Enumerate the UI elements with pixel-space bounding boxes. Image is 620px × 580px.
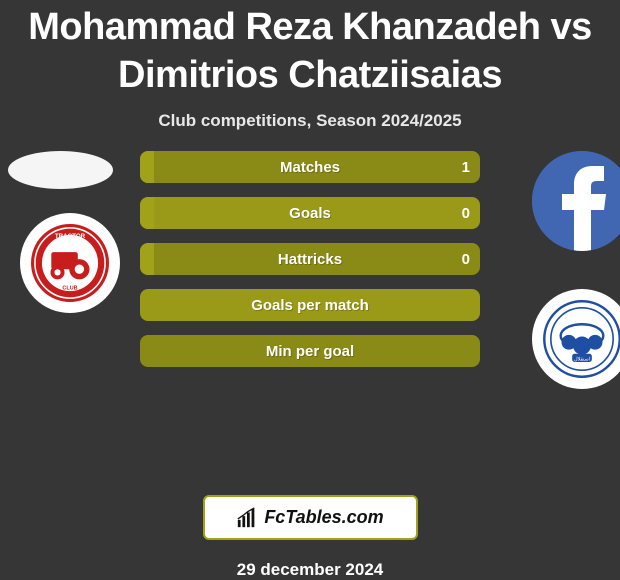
player-left-avatar	[8, 151, 113, 189]
stat-label: Min per goal	[266, 343, 354, 360]
main-area: TRACTOR CLUB 1970 استقلال	[0, 159, 620, 241]
tractor-icon: TRACTOR CLUB 1970	[31, 224, 109, 302]
stat-row: Hattricks 0	[140, 243, 480, 275]
stat-label: Goals per match	[251, 297, 369, 314]
footer-badge[interactable]: FcTables.com	[203, 495, 418, 540]
stat-row: Goals 0	[140, 197, 480, 229]
facebook-icon	[532, 151, 620, 251]
stat-label: Matches	[280, 159, 340, 176]
stat-label: Goals	[289, 205, 331, 222]
club-badge-right: استقلال	[532, 289, 620, 389]
stat-row: Goals per match	[140, 289, 480, 321]
stat-bar-accent	[140, 197, 154, 229]
stats-list: Matches 1 Goals 0 Hattricks 0 Goals per match M…	[140, 151, 480, 367]
card-container: Mohammad Reza Khanzadeh vs Dimitrios Cha…	[0, 0, 620, 580]
stat-row: Min per goal	[140, 335, 480, 367]
date-text: 29 december 2024	[237, 560, 384, 580]
svg-text:1970: 1970	[65, 292, 76, 297]
stat-bar-accent	[140, 151, 154, 183]
svg-text:استقلال: استقلال	[574, 356, 590, 362]
stat-value-right: 0	[462, 251, 470, 268]
stat-row: Matches 1	[140, 151, 480, 183]
svg-text:TRACTOR: TRACTOR	[55, 233, 86, 240]
esteghlal-khuzestan-icon: استقلال	[541, 298, 620, 380]
stat-value-right: 1	[462, 159, 470, 176]
svg-text:CLUB: CLUB	[62, 286, 77, 292]
player-right-avatar	[532, 151, 620, 251]
subtitle: Club competitions, Season 2024/2025	[158, 111, 461, 131]
stat-label: Hattricks	[278, 251, 342, 268]
chart-icon	[236, 507, 258, 529]
club-badge-left: TRACTOR CLUB 1970	[20, 213, 120, 313]
page-title: Mohammad Reza Khanzadeh vs Dimitrios Cha…	[20, 4, 600, 99]
stat-bar-accent	[140, 243, 154, 275]
stat-value-right: 0	[462, 205, 470, 222]
footer-brand-text: FcTables.com	[264, 507, 383, 528]
